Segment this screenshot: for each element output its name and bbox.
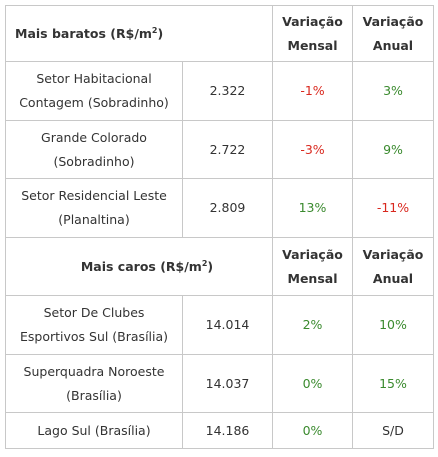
neighborhood-name: Setor Residencial Leste (Planaltina): [5, 178, 183, 238]
header-monthly-variation: Variação Mensal: [272, 237, 353, 296]
neighborhood-name: Grande Colorado (Sobradinho): [5, 120, 183, 179]
monthly-variation: 0%: [272, 354, 353, 413]
section-title-most-expensive: Mais caros (R$/m2): [5, 237, 273, 296]
annual-variation: S/D: [352, 412, 434, 449]
price-value: 14.014: [182, 295, 273, 355]
header-annual-variation: Variação Anual: [352, 237, 434, 296]
table-row: Setor De Clubes Esportivos Sul (Brasília)…: [5, 295, 434, 355]
table-row: Setor Residencial Leste (Planaltina) 2.80…: [5, 178, 434, 238]
neighborhood-name: Superquadra Noroeste (Brasília): [5, 354, 183, 413]
header-annual-variation: Variação Anual: [352, 5, 434, 62]
neighborhood-name: Setor De Clubes Esportivos Sul (Brasília): [5, 295, 183, 355]
annual-variation: 15%: [352, 354, 434, 413]
monthly-variation: 0%: [272, 412, 353, 449]
table-row: Grande Colorado (Sobradinho) 2.722 -3% 9%: [5, 120, 434, 179]
annual-variation: -11%: [352, 178, 434, 238]
monthly-variation: -1%: [272, 61, 353, 121]
annual-variation: 10%: [352, 295, 434, 355]
price-value: 14.186: [182, 412, 273, 449]
price-table: Mais baratos (R$/m2) Variação Mensal Vari…: [5, 5, 434, 449]
monthly-variation: -3%: [272, 120, 353, 179]
header-monthly-variation: Variação Mensal: [272, 5, 353, 62]
neighborhood-name: Lago Sul (Brasília): [5, 412, 183, 449]
table-row: Superquadra Noroeste (Brasília) 14.037 0%…: [5, 354, 434, 413]
annual-variation: 9%: [352, 120, 434, 179]
price-value: 14.037: [182, 354, 273, 413]
section-header-row: Mais baratos (R$/m2) Variação Mensal Vari…: [5, 5, 434, 62]
section-header-row: Mais caros (R$/m2) Variação Mensal Variaç…: [5, 237, 434, 296]
price-value: 2.809: [182, 178, 273, 238]
price-value: 2.322: [182, 61, 273, 121]
annual-variation: 3%: [352, 61, 434, 121]
monthly-variation: 2%: [272, 295, 353, 355]
price-value: 2.722: [182, 120, 273, 179]
section-title-cheapest: Mais baratos (R$/m2): [5, 5, 273, 62]
neighborhood-name: Setor Habitacional Contagem (Sobradinho): [5, 61, 183, 121]
monthly-variation: 13%: [272, 178, 353, 238]
table-row: Lago Sul (Brasília) 14.186 0% S/D: [5, 412, 434, 449]
table-row: Setor Habitacional Contagem (Sobradinho) …: [5, 61, 434, 121]
